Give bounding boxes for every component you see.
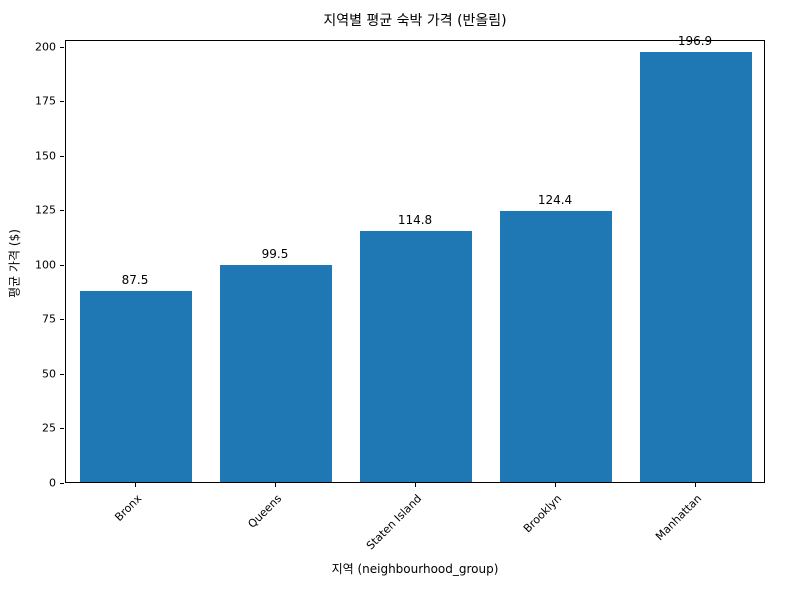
y-tick-label: 125 [35, 203, 56, 217]
y-tick-mark [60, 373, 64, 375]
plot-area [65, 40, 765, 483]
y-tick-label: 50 [42, 367, 56, 381]
bar [80, 291, 192, 482]
x-tick-mark [415, 483, 416, 487]
y-tick-label: 75 [42, 312, 56, 326]
y-tick-label: 150 [35, 149, 56, 163]
y-tick-label: 0 [49, 476, 56, 490]
y-tick-mark [60, 155, 64, 157]
bar [360, 231, 472, 482]
bar [220, 264, 332, 482]
y-tick-mark [60, 101, 64, 103]
bar-value-label: 196.9 [677, 34, 713, 49]
y-tick-label: 25 [42, 421, 56, 435]
bar [640, 52, 752, 482]
y-tick-mark [60, 46, 64, 48]
x-tick-mark [135, 483, 136, 487]
bar-value-label: 114.8 [397, 213, 433, 228]
bar [500, 210, 612, 482]
bar-value-label: 124.4 [537, 192, 573, 207]
x-tick-mark [275, 483, 276, 487]
x-axis-label: 지역 (neighbourhood_group) [331, 562, 499, 576]
y-tick-label: 175 [35, 94, 56, 108]
bar-value-label: 87.5 [121, 273, 149, 288]
y-tick-label: 100 [35, 258, 56, 272]
y-tick-mark [60, 210, 64, 212]
y-tick-mark [60, 428, 64, 430]
chart-title: 지역별 평균 숙박 가격 (반올림) [323, 13, 507, 29]
bar-value-label: 99.5 [261, 246, 289, 261]
y-tick-mark [60, 483, 64, 484]
x-tick-mark [555, 483, 556, 487]
x-tick-mark [695, 483, 696, 487]
y-tick-mark [60, 319, 64, 321]
y-tick-label: 200 [35, 40, 56, 54]
y-tick-mark [60, 264, 64, 266]
